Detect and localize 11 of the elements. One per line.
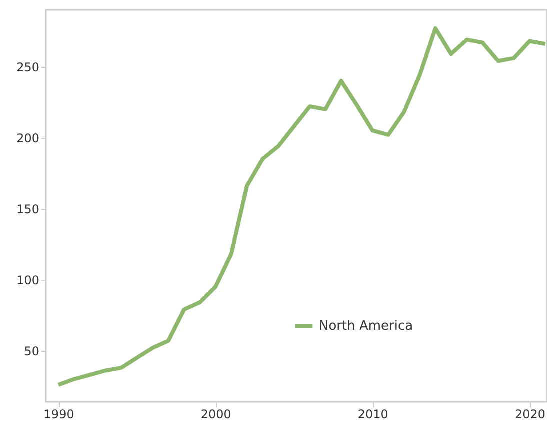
x-tick-label: 2000 [200, 408, 232, 421]
y-tick-label: 100 [16, 273, 40, 288]
y-tick-label: 150 [16, 202, 40, 216]
x-tick-label: 1990 [44, 408, 74, 421]
y-tick-label: 250 [16, 60, 40, 74]
x-tick-label: 2010 [358, 408, 388, 421]
y-tick-label: 200 [16, 131, 40, 146]
x-tick-label: 2020 [514, 408, 546, 421]
line-series [56, 26, 547, 387]
y-tick-label: 50 [24, 344, 40, 358]
legend-label: North America [319, 319, 414, 334]
